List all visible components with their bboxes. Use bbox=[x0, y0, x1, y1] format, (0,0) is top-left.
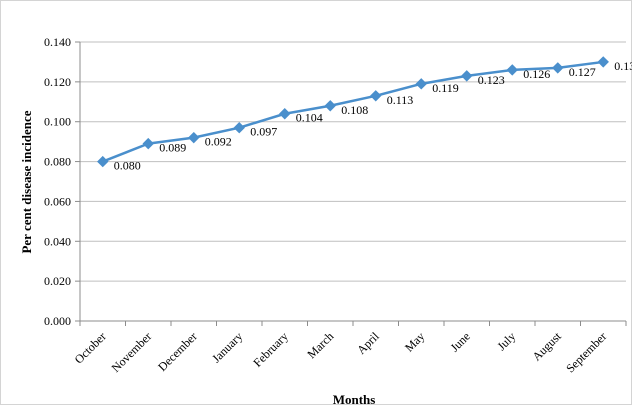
x-tick-label: December bbox=[155, 329, 200, 374]
x-tick-label: May bbox=[402, 329, 427, 354]
data-label: 0.089 bbox=[159, 141, 186, 155]
y-tick-label: 0.140 bbox=[44, 35, 71, 49]
data-point-marker bbox=[506, 64, 518, 76]
y-tick-label: 0.060 bbox=[44, 194, 71, 208]
x-tick-label: October bbox=[72, 329, 109, 366]
data-point-marker bbox=[597, 56, 609, 68]
x-tick-label: August bbox=[529, 329, 564, 364]
y-axis-title: Per cent disease incidence bbox=[19, 110, 34, 253]
data-point-marker bbox=[370, 90, 382, 102]
x-tick-labels: October November December January February Ma… bbox=[72, 329, 610, 376]
gridlines bbox=[80, 41, 626, 282]
series-line-path bbox=[102, 60, 604, 163]
x-tick-label: November bbox=[109, 329, 155, 375]
data-point-marker bbox=[324, 100, 336, 112]
y-tick-label: 0.040 bbox=[44, 234, 71, 248]
data-point-marker bbox=[233, 121, 245, 134]
axes bbox=[75, 41, 627, 326]
x-tick-label: April bbox=[354, 329, 382, 357]
x-tick-label: September bbox=[563, 329, 609, 375]
x-tick-label: February bbox=[250, 329, 291, 370]
data-point-marker bbox=[279, 108, 291, 120]
data-label: 0.108 bbox=[341, 103, 368, 117]
data-label: 0.104 bbox=[296, 111, 323, 125]
data-label: 0.080 bbox=[114, 159, 141, 173]
series-line bbox=[97, 56, 609, 168]
data-label: 0.127 bbox=[569, 65, 596, 79]
x-axis-title: Months bbox=[333, 392, 376, 405]
data-label: 0.119 bbox=[432, 81, 459, 95]
y-tick-label: 0.080 bbox=[44, 155, 71, 169]
data-label: 0.113 bbox=[387, 93, 414, 107]
x-tick-label: January bbox=[209, 329, 245, 365]
data-label: 0.092 bbox=[205, 135, 232, 149]
data-point-marker bbox=[142, 137, 154, 150]
x-tick-label: June bbox=[447, 329, 472, 354]
data-point-marker bbox=[415, 78, 427, 90]
data-label: 0.130 bbox=[614, 59, 632, 73]
y-tick-label: 0.120 bbox=[44, 75, 71, 89]
data-label: 0.123 bbox=[478, 73, 505, 87]
data-point-marker bbox=[97, 155, 109, 168]
data-label: 0.126 bbox=[523, 67, 550, 81]
x-tick-label: July bbox=[494, 329, 518, 353]
data-point-marker bbox=[552, 62, 564, 74]
data-point-marker bbox=[188, 131, 200, 144]
y-tick-label: 0.000 bbox=[44, 314, 71, 328]
y-tick-label: 0.100 bbox=[44, 115, 71, 129]
y-tick-labels: 0.000 0.020 0.040 0.060 0.080 0.100 0.120 0.140 bbox=[44, 35, 71, 328]
data-labels: 0.080 0.089 0.092 0.097 0.104 0.108 0.113 0.119… bbox=[114, 59, 632, 173]
data-point-marker bbox=[461, 70, 473, 82]
data-label: 0.097 bbox=[250, 125, 277, 139]
y-tick-label: 0.020 bbox=[44, 274, 71, 288]
x-tick-label: March bbox=[304, 329, 336, 361]
